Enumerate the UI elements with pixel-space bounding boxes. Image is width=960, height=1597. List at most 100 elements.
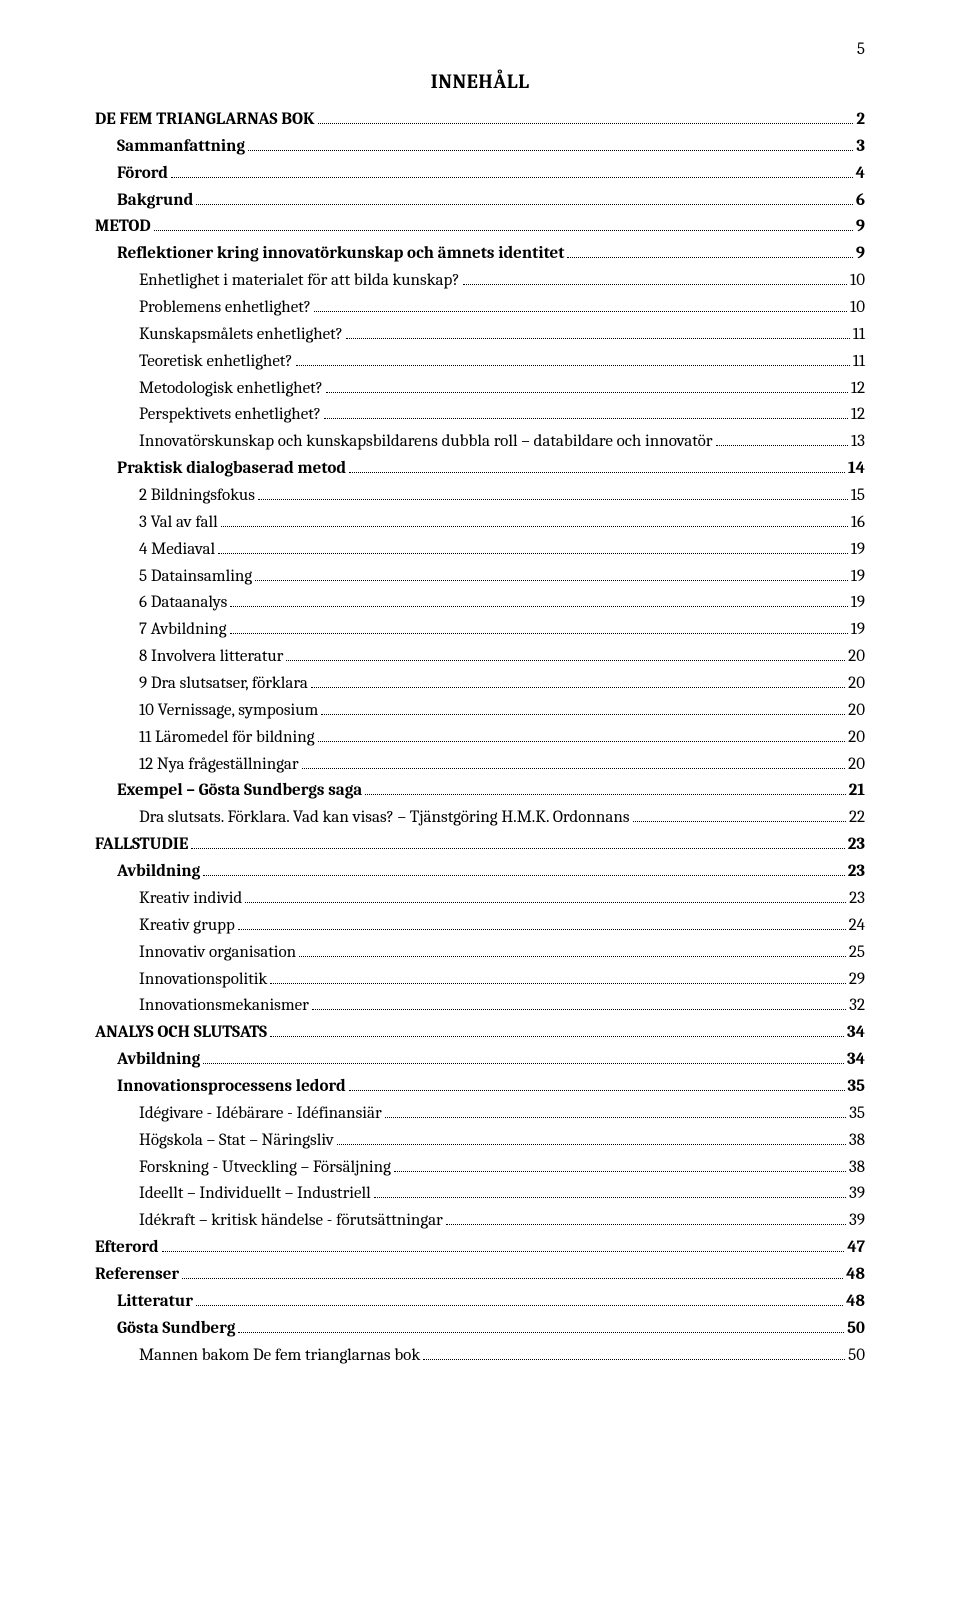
toc-leader [374,1197,846,1198]
toc-leader [255,580,847,581]
toc-entry[interactable]: Innovationsprocessens ledord35 [117,1074,865,1101]
toc-entry-label: 8 Involvera litteratur [139,644,283,671]
toc-entry[interactable]: Kreativ individ23 [139,886,865,913]
toc-entry[interactable]: Innovatörskunskap och kunskapsbildarens … [139,429,865,456]
toc-entry-label: 5 Datainsamling [139,564,252,591]
toc-entry[interactable]: ANALYS OCH SLUTSATS34 [95,1020,865,1047]
toc-entry[interactable]: Kreativ grupp24 [139,913,865,940]
toc-leader [270,983,845,984]
toc-entry-label: Ideellt – Individuellt – Industriell [139,1181,371,1208]
toc-entry[interactable]: Mannen bakom De fem trianglarnas bok50 [139,1343,865,1370]
toc-entry-label: Referenser [95,1262,179,1289]
toc-entry[interactable]: 12 Nya frågeställningar20 [139,752,865,779]
toc-entry-page: 20 [848,644,865,671]
toc-entry[interactable]: 9 Dra slutsatser, förklara20 [139,671,865,698]
toc-entry[interactable]: DE FEM TRIANGLARNAS BOK2 [95,107,865,134]
toc-entry[interactable]: Innovationsmekanismer32 [139,993,865,1020]
toc-entry[interactable]: Reflektioner kring innovatörkunskap och … [117,241,865,268]
toc-entry[interactable]: 6 Dataanalys19 [139,590,865,617]
toc-entry[interactable]: Avbildning23 [117,859,865,886]
toc-entry[interactable]: METOD9 [95,214,865,241]
toc-leader [337,1144,846,1145]
toc-entry[interactable]: Innovationspolitik29 [139,967,865,994]
toc-entry-label: Forskning - Utveckling – Försäljning [139,1155,391,1182]
toc-entry-page: 21 [849,778,865,805]
toc-entry-page: 23 [848,859,865,886]
toc-entry[interactable]: Idékraft – kritisk händelse - förutsättn… [139,1208,865,1235]
toc-entry-page: 50 [847,1316,865,1343]
toc-entry[interactable]: 5 Datainsamling19 [139,564,865,591]
toc-entry-label: Reflektioner kring innovatörkunskap och … [117,241,564,268]
toc-entry[interactable]: 2 Bildningsfokus15 [139,483,865,510]
toc-entry[interactable]: 7 Avbildning19 [139,617,865,644]
toc-entry[interactable]: Sammanfattning3 [117,134,865,161]
toc-entry[interactable]: Gösta Sundberg 50 [117,1316,865,1343]
toc-entry[interactable]: Enhetlighet i materialet för att bilda k… [139,268,865,295]
toc-entry[interactable]: 4 Mediaval19 [139,537,865,564]
toc-entry[interactable]: Avbildning34 [117,1047,865,1074]
toc-entry-page: 4 [856,161,865,188]
toc-entry[interactable]: 3 Val av fall16 [139,510,865,537]
toc-entry[interactable]: Högskola – Stat – Näringsliv38 [139,1128,865,1155]
toc-entry-page: 3 [856,134,865,161]
toc-entry[interactable]: Perspektivets enhetlighet? 12 [139,402,865,429]
toc-entry-label: 12 Nya frågeställningar [139,752,299,779]
toc-entry[interactable]: Praktisk dialogbaserad metod14 [117,456,865,483]
toc-entry[interactable]: Efterord47 [95,1235,865,1262]
toc-entry[interactable]: Forskning - Utveckling – Försäljning 38 [139,1155,865,1182]
toc-entry-label: Bakgrund [117,188,193,215]
toc-entry[interactable]: Kunskapsmålets enhetlighet?11 [139,322,865,349]
toc-leader [245,902,846,903]
toc-entry[interactable]: Metodologisk enhetlighet?12 [139,376,865,403]
toc-entry[interactable]: FALLSTUDIE23 [95,832,865,859]
toc-entry-label: Gösta Sundberg [117,1316,235,1343]
toc-entry-label: Kreativ grupp [139,913,235,940]
toc-entry-page: 10 [850,295,865,322]
toc-entry[interactable]: 10 Vernissage, symposium20 [139,698,865,725]
toc-entry-page: 22 [849,805,865,832]
toc-entry-label: Dra slutsats. Förklara. Vad kan visas? –… [139,805,630,832]
toc-entry[interactable]: Referenser48 [95,1262,865,1289]
toc-entry-page: 9 [856,214,865,241]
toc-entry-page: 32 [849,993,865,1020]
toc-entry[interactable]: Bakgrund6 [117,188,865,215]
toc-entry-page: 10 [850,268,865,295]
toc-entry-label: FALLSTUDIE [95,832,188,859]
toc-entry-label: Förord [117,161,168,188]
toc-entry[interactable]: Innovativ organisation25 [139,940,865,967]
toc-entry-label: Teoretisk enhetlighet? [139,349,293,376]
toc-entry[interactable]: Idégivare - Idébärare - Idéfinansiär35 [139,1101,865,1128]
toc-entry-page: 12 [851,402,865,429]
toc-entry-page: 12 [851,376,865,403]
toc-entry-page: 29 [849,967,865,994]
toc-entry-label: 3 Val av fall [139,510,218,537]
toc-entry-label: 7 Avbildning [139,617,227,644]
toc-entry-page: 9 [856,241,865,268]
toc-leader [321,714,845,715]
toc-entry-page: 48 [846,1289,865,1316]
toc-entry-label: Exempel – Gösta Sundbergs saga [117,778,362,805]
toc-entry-label: 2 Bildningsfokus [139,483,255,510]
toc-leader [349,1090,845,1091]
toc-leader [446,1224,846,1225]
toc-entry[interactable]: Teoretisk enhetlighet? 11 [139,349,865,376]
toc-entry[interactable]: Ideellt – Individuellt – Industriell39 [139,1181,865,1208]
toc-entry-page: 38 [849,1155,865,1182]
toc-entry[interactable]: 11 Läromedel för bildning20 [139,725,865,752]
toc-entry[interactable]: Exempel – Gösta Sundbergs saga 21 [117,778,865,805]
toc-leader [633,821,846,822]
toc-leader [221,526,848,527]
toc-leader [191,848,844,849]
toc-entry[interactable]: 8 Involvera litteratur 20 [139,644,865,671]
toc-entry[interactable]: Förord 4 [117,161,865,188]
toc-entry[interactable]: Problemens enhetlighet?10 [139,295,865,322]
toc-entry[interactable]: Litteratur48 [117,1289,865,1316]
toc-leader [567,257,852,258]
toc-leader [238,1332,844,1333]
toc-entry-label: Idégivare - Idébärare - Idéfinansiär [139,1101,382,1128]
toc-entry-page: 11 [853,349,865,376]
toc-entry[interactable]: Dra slutsats. Förklara. Vad kan visas? –… [139,805,865,832]
toc-entry-label: Perspektivets enhetlighet? [139,402,321,429]
toc-entry-page: 20 [848,671,865,698]
toc-entry-label: 11 Läromedel för bildning [139,725,315,752]
